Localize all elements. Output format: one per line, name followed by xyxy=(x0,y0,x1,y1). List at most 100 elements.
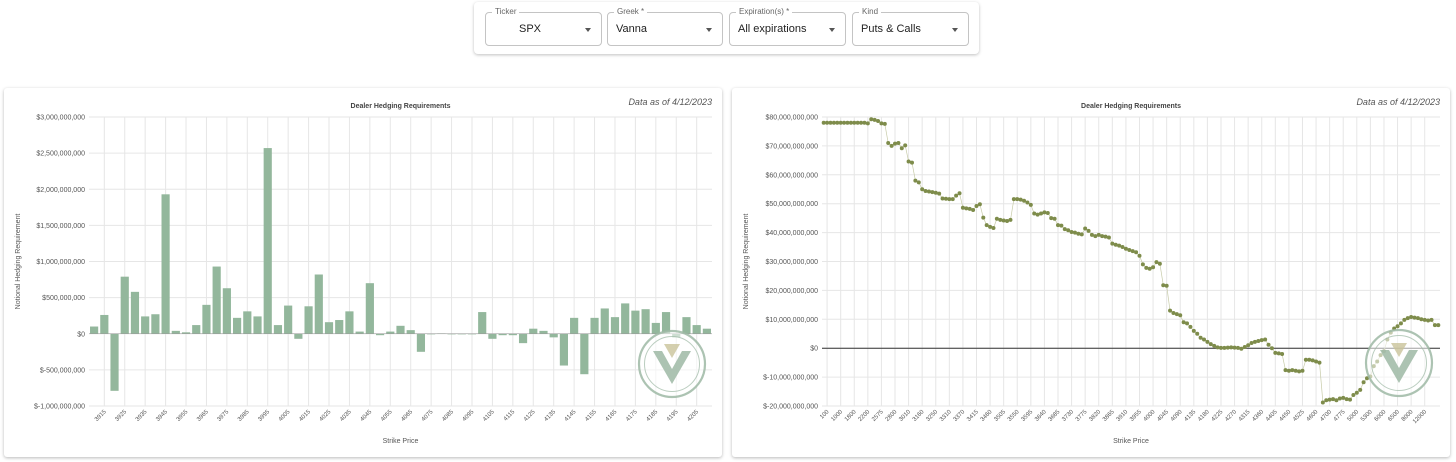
x-tick-label: 3310 xyxy=(939,409,953,423)
bar xyxy=(406,330,415,334)
expirations-select[interactable]: Expiration(s) * All expirations xyxy=(729,7,846,46)
data-point xyxy=(1005,219,1010,224)
data-point xyxy=(876,119,881,124)
greek-select[interactable]: Greek * Vanna xyxy=(607,7,723,46)
y-tick-label: $3,000,000,000 xyxy=(36,115,85,122)
data-point xyxy=(1103,234,1108,239)
data-point xyxy=(1422,317,1427,322)
data-point xyxy=(1293,368,1298,373)
kind-select[interactable]: Kind Puts & Calls xyxy=(852,7,969,46)
x-tick-label: 3915 xyxy=(94,409,108,423)
data-point xyxy=(1039,211,1044,216)
data-point xyxy=(1249,340,1254,345)
x-tick-label: 3505 xyxy=(993,409,1007,423)
chevron-down-icon xyxy=(585,28,591,32)
data-point xyxy=(1232,345,1237,350)
bar xyxy=(100,314,109,334)
bar xyxy=(498,333,507,336)
data-point xyxy=(872,117,877,122)
data-point xyxy=(1171,310,1176,315)
data-point xyxy=(974,204,979,209)
bar xyxy=(171,330,180,334)
data-point xyxy=(1218,345,1223,350)
data-point xyxy=(940,196,945,201)
data-point xyxy=(971,208,976,213)
data-point xyxy=(1202,337,1207,342)
bar xyxy=(416,333,426,352)
y-tick-label: $500,000,000 xyxy=(42,295,85,302)
x-tick-label: 3955 xyxy=(1129,409,1143,423)
bar xyxy=(335,320,344,334)
x-tick-label: 4085 xyxy=(441,409,455,423)
data-point xyxy=(1079,232,1084,237)
data-point xyxy=(859,120,864,125)
expirations-label: Expiration(s) * xyxy=(736,7,793,17)
data-point xyxy=(1093,234,1098,239)
bar xyxy=(120,276,129,334)
x-tick-label: 3460 xyxy=(980,409,994,423)
y-tick-label: $1,500,000,000 xyxy=(36,223,85,230)
data-point xyxy=(1334,398,1339,403)
x-tick-label: 3595 xyxy=(1021,409,1035,423)
data-point xyxy=(916,180,921,185)
data-point xyxy=(1042,210,1047,215)
data-point xyxy=(954,193,959,198)
bar xyxy=(243,311,252,334)
data-point xyxy=(828,120,833,125)
data-point xyxy=(869,117,874,122)
bar xyxy=(273,325,283,334)
x-tick-label: 3995 xyxy=(257,409,271,423)
y-tick-label: $30,000,000,000 xyxy=(765,259,818,266)
x-tick-label: 3640 xyxy=(1034,409,1048,423)
bar xyxy=(621,303,630,334)
bar xyxy=(692,325,701,334)
filter-bar: Ticker SPX Greek * Vanna Expiration(s) *… xyxy=(474,2,979,54)
bar xyxy=(314,274,323,334)
data-point xyxy=(1120,245,1125,250)
data-point xyxy=(1364,376,1369,381)
data-point xyxy=(1398,321,1403,326)
data-point xyxy=(1266,342,1271,347)
data-point xyxy=(1106,235,1111,240)
bar xyxy=(345,311,354,334)
series-line xyxy=(823,118,1439,404)
data-point xyxy=(913,178,918,183)
y-tick-label: $20,000,000,000 xyxy=(765,288,818,295)
data-point xyxy=(1198,335,1203,340)
x-tick-label: 4055 xyxy=(380,409,394,423)
logo-mark xyxy=(1380,350,1418,383)
x-tick-label: 3415 xyxy=(966,409,980,423)
data-point xyxy=(1280,351,1285,356)
y-tick-label: $0 xyxy=(810,346,818,353)
right-chart-card: $80,000,000,000 $70,000,000,000 $60,000,00… xyxy=(732,88,1450,457)
x-tick-label: 3250 xyxy=(925,409,939,423)
ticker-select[interactable]: Ticker SPX xyxy=(485,7,602,46)
x-tick-label: 5000 xyxy=(1347,409,1361,423)
data-point xyxy=(1402,317,1407,322)
data-point xyxy=(1208,342,1213,347)
x-tick-label: 3820 xyxy=(1088,409,1102,423)
y-tick-label: $-10,000,000,000 xyxy=(763,375,818,382)
data-point xyxy=(1242,345,1247,350)
data-point xyxy=(1412,315,1417,320)
x-tick-label: 4025 xyxy=(319,409,333,423)
x-tick-label: 4000 xyxy=(1143,409,1157,423)
greek-value: Vanna xyxy=(616,23,647,35)
x-tick-label: 4360 xyxy=(1251,409,1265,423)
x-tick-label: 3945 xyxy=(155,409,169,423)
data-point xyxy=(1164,283,1169,288)
data-point xyxy=(1215,345,1220,350)
bar xyxy=(539,330,548,334)
x-tick-label: 4195 xyxy=(666,409,680,423)
x-tick-label: 4405 xyxy=(1265,409,1279,423)
y-tick-label: $0 xyxy=(77,331,85,338)
bar xyxy=(386,331,395,334)
x-tick-label: 4005 xyxy=(278,409,292,423)
data-point xyxy=(1151,265,1156,270)
data-point xyxy=(1324,398,1329,403)
x-tick-label: 3925 xyxy=(114,409,128,423)
data-point xyxy=(1011,197,1016,202)
data-point xyxy=(1314,359,1319,364)
chart-title: Dealer Hedging Requirements xyxy=(351,103,451,110)
bar xyxy=(90,326,99,334)
